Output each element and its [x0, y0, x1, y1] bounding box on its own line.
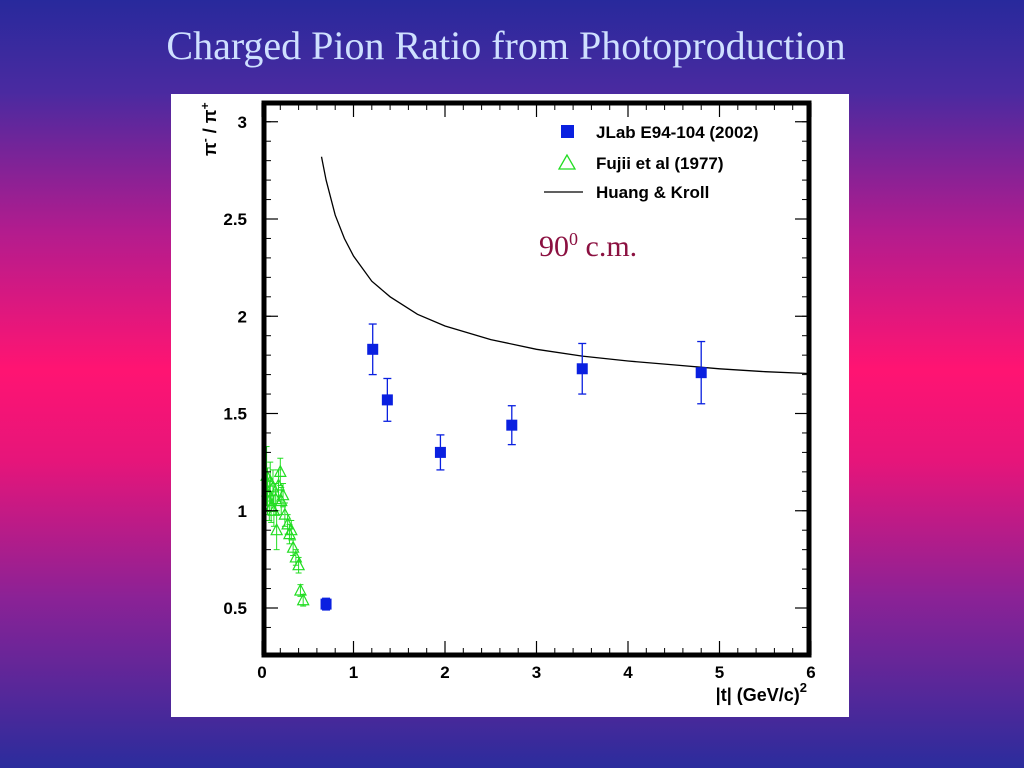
- slide-title: Charged Pion Ratio from Photoproduction: [166, 23, 846, 68]
- y-axis-title: π- / π+: [198, 102, 220, 156]
- y-tick-label: 0.5: [223, 599, 247, 618]
- angle-annotation: 900 c.m.: [539, 229, 637, 263]
- chart-svg: 0 1 2 3 4 5 60.511.522.53 π- / π+ |t| (GeV/c)2…: [198, 100, 816, 705]
- marks-layer: [260, 323, 707, 611]
- x-axis-title-text: |t| (GeV/c): [716, 685, 800, 705]
- fujii-point: [278, 507, 292, 520]
- x-axis-title: |t| (GeV/c)2: [716, 680, 807, 705]
- angle-annotation-sup: 0: [569, 229, 578, 249]
- y-tick-label: 2.5: [223, 210, 247, 229]
- fujii-point: [271, 478, 285, 491]
- plot-frame: [261, 100, 812, 658]
- fujii-point: [286, 540, 300, 553]
- chart-panel: 0 1 2 3 4 5 6 0.5 1 1.5 2 2.5 3 π- / π+ |t| (GeV/c)2…: [171, 94, 849, 717]
- x-tick-label: 0: [257, 663, 266, 682]
- jlab-point: [434, 446, 446, 458]
- legend-fujii-label: Fujii et al (1977): [596, 154, 724, 173]
- x-tick-label: 1: [349, 663, 358, 682]
- legend-fujii-marker: [557, 153, 577, 170]
- y-axis-title-sep: /: [200, 123, 220, 138]
- fujii-point: [267, 503, 281, 516]
- x-axis-title-sup: 2: [800, 680, 807, 695]
- ticks-layer: 0 1 2 3 4 5 6 0.5 1 1.5 2 2.5 3: [223, 103, 816, 682]
- legend-jlab-label: JLab E94-104 (2002): [596, 123, 759, 142]
- y-tick-label: 3: [238, 113, 247, 132]
- curve-layer: [320, 156, 812, 375]
- jlab-point: [381, 394, 393, 406]
- y-tick-label: 2: [238, 307, 247, 326]
- jlab-point: [320, 598, 332, 610]
- fujii-point: [289, 550, 303, 563]
- fujii-point: [292, 557, 306, 571]
- fujii-point: [293, 583, 307, 596]
- fujii-point: [273, 464, 287, 477]
- jlab-point: [576, 363, 588, 375]
- fujii-point: [276, 487, 290, 501]
- fujii-point: [296, 592, 310, 606]
- x-tick-label: 6: [806, 663, 815, 682]
- fujii-point: [270, 522, 284, 536]
- x-tick-label: 5: [715, 663, 724, 682]
- legend-huang-label: Huang & Kroll: [596, 183, 709, 202]
- x-tick-label: 2: [440, 663, 449, 682]
- jlab-point: [695, 367, 707, 379]
- huang-kroll-curve: [320, 156, 812, 375]
- jlab-point: [506, 419, 518, 431]
- x-tick-label: 3: [532, 663, 541, 682]
- angle-annotation-tail: c.m.: [578, 230, 637, 263]
- y-axis-title-sup2: +: [198, 102, 212, 109]
- x-tick-label: 4: [623, 663, 633, 682]
- y-axis-title-sup1: -: [198, 138, 212, 142]
- jlab-point: [367, 343, 379, 355]
- y-tick-label: 1.5: [223, 405, 247, 424]
- angle-annotation-main: 90: [539, 230, 569, 263]
- y-tick-label: 1: [238, 502, 247, 521]
- legend: JLab E94-104 (2002) Fujii et al (1977) H…: [544, 123, 759, 202]
- y-axis-title-pi1: π: [200, 142, 220, 156]
- fujii-point: [281, 517, 295, 530]
- legend-jlab-marker: [561, 125, 574, 138]
- fujii-point: [284, 522, 298, 536]
- y-axis-title-pi2: π: [200, 109, 220, 123]
